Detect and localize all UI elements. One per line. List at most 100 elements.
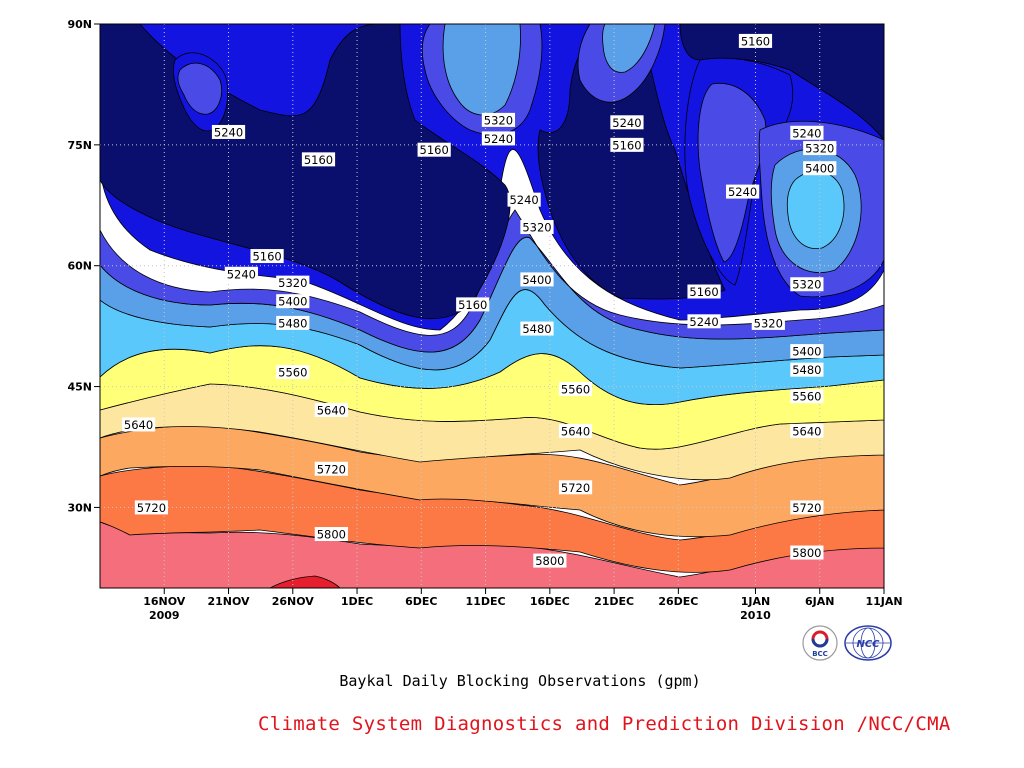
contour-label-bg <box>520 272 554 287</box>
contour-label: 5320 <box>484 113 513 127</box>
contour-label: 5800 <box>792 546 821 560</box>
contour-label-bg <box>790 500 824 515</box>
contour-label-bg <box>121 417 156 432</box>
contour-band-5720-5800 <box>100 464 884 573</box>
contour-label: 5240 <box>509 193 538 207</box>
credit-line: Climate System Diagnostics and Predictio… <box>258 713 951 735</box>
contour-label: 5720 <box>137 501 166 515</box>
x-tick-label: 26NOV <box>272 595 315 608</box>
contour-label-bg <box>417 142 451 157</box>
contour-label-bg <box>790 277 824 292</box>
ncc-logo: NCC <box>844 625 892 661</box>
contour-label-bg <box>751 315 785 330</box>
x-tick-label: 16DEC <box>530 595 570 608</box>
contour-label-bg <box>790 545 824 560</box>
contour-label-bg <box>211 124 246 139</box>
contour-label-bg <box>738 33 773 48</box>
contour-label: 5240 <box>728 185 757 199</box>
contour-labels: 5240 5160 5160 5240 5320 5400 5480 5560 5640 5640… <box>121 33 837 568</box>
contour-label: 5160 <box>741 34 770 48</box>
contour-label: 5320 <box>522 221 551 235</box>
x-tick-label: 11DEC <box>466 595 506 608</box>
x-tick-year-label: 2009 <box>149 609 180 622</box>
contour-label-bg <box>276 315 310 330</box>
contour-label-bg <box>790 423 824 438</box>
ncc-logo-text: NCC <box>856 639 880 650</box>
contour-label: 5160 <box>612 138 641 152</box>
contour-label: 5560 <box>278 366 307 380</box>
contour-label: 5320 <box>754 316 783 330</box>
contour-label-bg <box>314 527 348 542</box>
contour-band-5320-5400 <box>602 24 656 73</box>
contour-label-bg <box>790 344 824 359</box>
contour-label: 5240 <box>689 315 718 329</box>
y-tick-label: 90N <box>67 18 92 31</box>
contour-label-bg <box>558 423 593 438</box>
contour-label: 5240 <box>484 132 513 146</box>
y-tick-label: 30N <box>67 501 92 514</box>
contour-label-bg <box>507 192 541 207</box>
contour-label: 5240 <box>612 116 641 130</box>
x-tick-label: 11JAN <box>865 595 902 608</box>
contour-label: 5640 <box>792 424 821 438</box>
x-tick-label: 26DEC <box>658 595 698 608</box>
contour-label: 5640 <box>124 418 153 432</box>
contour-label-bg <box>558 381 593 396</box>
contour-label-bg <box>250 249 284 264</box>
contour-label-bg <box>610 115 644 130</box>
contour-fills <box>100 24 884 588</box>
contour-label-bg <box>224 266 258 281</box>
contour-label: 5480 <box>522 322 551 336</box>
contour-label: 5320 <box>792 278 821 292</box>
contour-label-bg <box>134 500 169 515</box>
chart-caption: Baykal Daily Blocking Observations (gpm) <box>339 672 701 690</box>
contour-label: 5240 <box>792 126 821 140</box>
contour-band-5240-5320 <box>177 62 223 115</box>
contour-label: 5800 <box>317 528 346 542</box>
contour-label: 5240 <box>227 267 256 281</box>
contour-label-bg <box>481 131 516 146</box>
contour-label: 5480 <box>278 316 307 330</box>
contour-label-bg <box>520 321 554 336</box>
x-tick-year-label: 2010 <box>740 609 771 622</box>
contour-label-bg <box>790 389 824 404</box>
contour-band-above-5880 <box>269 575 341 588</box>
contour-label: 5400 <box>278 295 307 309</box>
contour-label: 5400 <box>792 345 821 359</box>
contour-label: 5160 <box>689 285 718 299</box>
contour-label-bg <box>533 553 567 568</box>
contour-label-bg <box>558 480 593 495</box>
contour-band-5240-5320 <box>697 82 767 263</box>
x-tick-label: 6JAN <box>805 595 834 608</box>
contour-label: 5800 <box>535 554 564 568</box>
contour-label: 5400 <box>522 273 551 287</box>
bcc-logo-text: BCC <box>812 650 828 658</box>
contour-label: 5240 <box>214 125 243 139</box>
y-tick-label: 60N <box>67 260 92 273</box>
plot-frame <box>99 23 885 589</box>
contour-label-bg <box>314 402 348 417</box>
contour-label: 5640 <box>561 424 590 438</box>
contour-label: 5720 <box>561 481 590 495</box>
contour-label: 5560 <box>561 382 590 396</box>
x-tick-label: 16NOV <box>143 595 186 608</box>
contour-label: 5160 <box>304 153 333 167</box>
contour-label-bg <box>481 112 516 127</box>
contour-label: 5160 <box>420 143 449 157</box>
contour-label-bg <box>520 220 554 235</box>
contour-band-5400-5480 <box>786 171 845 249</box>
x-tick-label: 21DEC <box>594 595 634 608</box>
contour-label: 5720 <box>317 462 346 476</box>
contour-label-bg <box>803 141 837 156</box>
contour-label-bg <box>314 461 348 476</box>
x-tick-label: 1JAN <box>741 595 770 608</box>
contour-label-bg <box>301 152 336 167</box>
contour-label-bg <box>687 314 721 329</box>
x-tick-label: 6DEC <box>405 595 437 608</box>
contour-label-bg <box>687 284 721 299</box>
contour-band-5240-5320 <box>100 209 884 353</box>
contour-label-bg <box>803 161 837 176</box>
contour-band-5640-5720 <box>100 424 884 538</box>
contour-label: 5160 <box>252 250 281 264</box>
